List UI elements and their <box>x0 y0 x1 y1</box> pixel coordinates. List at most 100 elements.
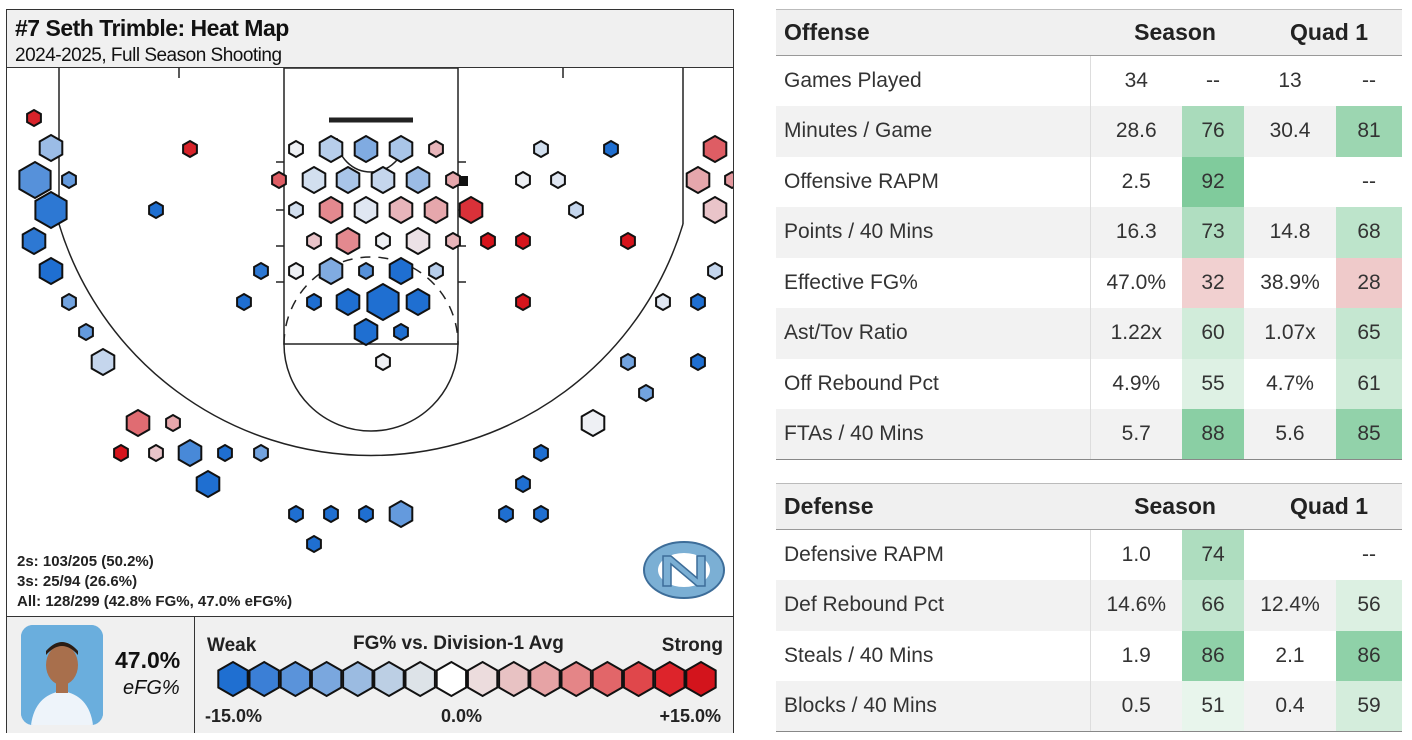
quad1-value: 14.8 <box>1244 207 1336 258</box>
row-label: Games Played <box>784 69 922 92</box>
legend-max: +15.0% <box>659 706 721 726</box>
quad1-value: 2.1 <box>1275 643 1305 667</box>
legend-weak: Weak <box>207 635 257 656</box>
row-label: Minutes / Game <box>776 106 1090 157</box>
quad1-percentile: 65 <box>1336 308 1402 359</box>
quad1-percentile: 28 <box>1336 257 1402 308</box>
legend-hex-swatch <box>685 660 717 698</box>
quad1-value: 0.4 <box>1244 681 1336 732</box>
shot-zone-hex <box>388 195 414 225</box>
quad1-percentile: 68 <box>1336 207 1402 258</box>
title-bar: #7 Seth Trimble: Heat Map 2024-2025, Ful… <box>7 10 733 68</box>
shot-zone-hex <box>515 292 531 312</box>
shot-zone-hex <box>26 108 42 128</box>
color-legend: Weak FG% vs. Division-1 Avg Strong -15.0… <box>194 617 733 733</box>
shot-zone-hex <box>288 139 304 159</box>
threes-line: 3s: 25/94 (26.6%) <box>17 573 138 590</box>
shot-zone-hex <box>702 195 728 225</box>
legend-hex-swatch <box>279 660 312 698</box>
shot-zone-hex <box>217 443 233 463</box>
quad1-percentile: -- <box>1362 543 1376 566</box>
shot-zone-hex <box>125 408 151 438</box>
shot-zone-hex <box>533 139 549 159</box>
shot-zone-hex <box>388 256 414 286</box>
legend-hex-swatch <box>529 660 561 698</box>
legend-hex-swatch <box>622 660 655 698</box>
season-percentile: 51 <box>1182 681 1244 732</box>
row-label: Offensive RAPM <box>784 169 939 193</box>
shot-zone-hex <box>148 443 164 463</box>
season-percentile: 32 <box>1182 257 1244 308</box>
table-row: Offensive RAPM 2.5 92 -- <box>776 156 1402 207</box>
shot-zone-hex <box>428 261 444 281</box>
chart-title: #7 Seth Trimble: Heat Map <box>15 15 289 41</box>
shot-zone-hex <box>375 231 391 251</box>
season-value: 34 <box>1089 55 1182 106</box>
shot-zone-hex <box>61 170 77 190</box>
quad1-percentile: 61 <box>1336 358 1402 409</box>
shot-zone-hex <box>195 469 221 499</box>
shot-zone-hex <box>335 165 361 195</box>
three-point-arc <box>58 223 684 457</box>
shot-zone-hex <box>638 383 654 403</box>
table-row: Effective FG% 47.0% 32 38.9% 28 <box>776 257 1402 308</box>
free-throw-circle-upper <box>283 256 459 345</box>
quad1-percentile: 59 <box>1336 681 1402 732</box>
quad1-value: 5.6 <box>1244 409 1336 460</box>
shot-zone-hex <box>177 438 203 468</box>
shot-zone-hex <box>445 170 461 190</box>
row-label: Def Rebound Pct <box>776 580 1090 631</box>
shot-zone-hex <box>690 352 706 372</box>
shot-zone-hex <box>707 261 723 281</box>
legend-mid: 0.0% <box>441 706 483 726</box>
shot-zone-hex <box>318 134 344 164</box>
shot-zone-hex <box>620 352 636 372</box>
legend-hex-swatch <box>560 660 592 698</box>
legend-hex-swatch <box>591 660 624 698</box>
shot-zone-hex <box>366 282 400 322</box>
row-label: Points / 40 Mins <box>776 207 1090 258</box>
shot-zone-hex <box>550 170 566 190</box>
shot-zone-hex <box>301 165 327 195</box>
shot-zone-hex <box>603 139 619 159</box>
table-row: Games Played 34 -- 13 -- <box>776 55 1402 106</box>
quad1-value: 12.4% <box>1244 580 1336 631</box>
legend-strong: Strong <box>661 635 723 656</box>
shot-zone-hex <box>480 231 496 251</box>
offense-col-q1: Quad 1 <box>1244 9 1402 56</box>
season-percentile: 66 <box>1182 580 1244 631</box>
shot-zone-hex <box>253 443 269 463</box>
court-lines <box>58 68 684 457</box>
shot-zone-hex <box>148 200 164 220</box>
shooting-summary: 2s: 103/205 (50.2%) 3s: 25/94 (26.6%) Al… <box>17 552 292 612</box>
legend-hex-swatch <box>342 660 374 698</box>
shot-zone-hex <box>405 226 431 256</box>
shot-zone-hex <box>90 347 116 377</box>
legend-hex-swatch <box>404 660 436 698</box>
row-label: Steals / 40 Mins <box>784 643 934 667</box>
shot-zone-hex <box>306 292 322 312</box>
legend-hex-swatch <box>373 660 405 698</box>
defense-col-season: Season <box>1090 483 1244 530</box>
shot-zone-hex <box>38 133 64 163</box>
shot-zone-hex <box>533 443 549 463</box>
shot-zone-hex <box>580 408 606 438</box>
quad1-percentile: 56 <box>1336 580 1402 631</box>
defense-table: Defense Season Quad 1 Defensive RAPM 1.0 7… <box>776 483 1402 732</box>
legend-hex-swatch <box>654 660 686 698</box>
shot-zone-hex <box>323 504 339 524</box>
table-row: Ast/Tov Ratio 1.22x 60 1.07x 65 <box>776 308 1402 359</box>
offense-col-season: Season <box>1090 9 1244 56</box>
season-value: 16.3 <box>1089 207 1182 258</box>
shot-zone-hex <box>568 200 584 220</box>
legend-min: -15.0% <box>205 706 263 726</box>
shot-zone-hex <box>405 165 431 195</box>
efg-value: 47.0% <box>115 647 181 673</box>
shot-zone-hex <box>113 443 129 463</box>
row-label: Ast/Tov Ratio <box>776 308 1090 359</box>
quad1-percentile: 86 <box>1336 630 1402 681</box>
court-heatmap <box>18 68 733 554</box>
row-label: Defensive RAPM <box>784 543 944 566</box>
season-percentile: 73 <box>1182 207 1244 258</box>
season-value: 1.0 <box>1089 529 1182 580</box>
